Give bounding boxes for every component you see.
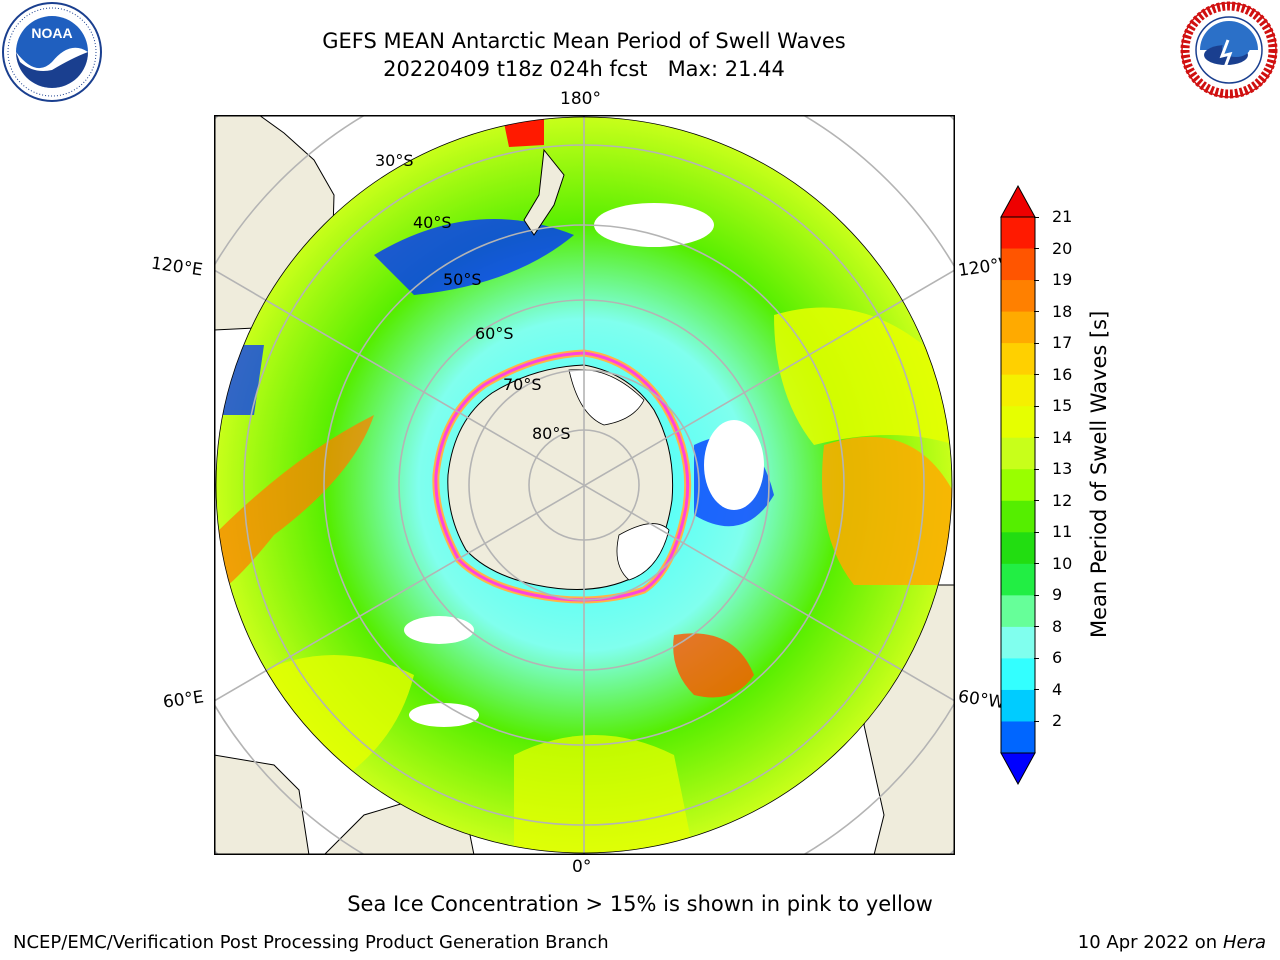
colorbar-tick-mark [1034, 563, 1039, 565]
colorbar-segment [1001, 374, 1035, 407]
swell-region-pacific-yellow [774, 307, 952, 445]
national-weather-service-logo-icon [1178, 0, 1280, 100]
swell-region-atlantic-yellow [514, 735, 694, 853]
machine-name: Hera [1222, 932, 1266, 953]
colorbar-tick-label: 14 [1052, 427, 1073, 447]
colorbar-segment [1001, 689, 1035, 722]
colorbar-label: Mean Period of Swell Waves [s] [1087, 310, 1111, 638]
chart-subtitle: 20220409 t18z 024h fcst Max: 21.44 [383, 57, 785, 81]
colorbar-frame [1000, 216, 1036, 754]
colorbar-segment [1001, 469, 1035, 502]
colorbar-tick-label: 16 [1052, 364, 1073, 384]
colorbar-tick-mark [1034, 311, 1039, 313]
colorbar-tick-label: 6 [1052, 648, 1063, 668]
lat-label-30s: 30°S [375, 151, 414, 170]
colorbar-segment [1001, 658, 1035, 691]
colorbar-over-triangle [1000, 184, 1036, 218]
colorbar-ticks: 21 20 19 18 17 16 15 14 13 12 11 10 9 8 6 4 2 [1034, 0, 1080, 960]
colorbar-tick-mark [1034, 720, 1039, 722]
colorbar-tick-mark [1034, 689, 1039, 691]
swell-region-short-period-blue [374, 219, 574, 295]
colorbar-tick-mark [1034, 594, 1039, 596]
colorbar-tick-label: 9 [1052, 585, 1063, 605]
missing-data-patch [409, 703, 479, 727]
run-date-text: 10 Apr 2022 on [1077, 932, 1218, 953]
colorbar-tick-mark [1034, 342, 1039, 344]
colorbar-tick-label: 18 [1052, 301, 1073, 321]
run-date: 10 Apr 2022 on Hera [1078, 932, 1266, 953]
colorbar-tick-mark [1034, 248, 1039, 250]
missing-data-patch [594, 203, 714, 247]
sea-ice-note: Sea Ice Concentration > 15% is shown in … [347, 892, 933, 916]
land-new-zealand [523, 148, 565, 236]
ice-shelf-ross [568, 369, 645, 426]
missing-data-patch [704, 420, 764, 510]
colorbar-tick-mark [1034, 279, 1039, 281]
colorbar-segment [1001, 217, 1035, 250]
lat-label-80s: 80°S [532, 424, 571, 443]
swell-region-tasman-red [504, 119, 544, 147]
lat-label-40s: 40°S [413, 213, 452, 232]
swell-region-pacific-orange [822, 436, 952, 585]
colorbar-tick-mark [1034, 405, 1039, 407]
colorbar-segment [1001, 563, 1035, 596]
colorbar-tick-mark [1034, 374, 1039, 376]
colorbar-tick-mark [1034, 500, 1039, 502]
colorbar-tick-label: 12 [1052, 490, 1073, 510]
lat-label-50s: 50°S [443, 270, 482, 289]
colorbar-tick-label: 8 [1052, 616, 1063, 636]
colorbar-tick-mark [1034, 531, 1039, 533]
colorbar-segment [1001, 437, 1035, 470]
colorbar-segment [1001, 343, 1035, 376]
credit-text: NCEP/EMC/Verification Post Processing Pr… [13, 932, 609, 953]
colorbar-tick-label: 4 [1052, 679, 1063, 699]
colorbar-segment [1001, 500, 1035, 533]
colorbar-under-triangle [1000, 752, 1036, 786]
lon-label-120e: 120°E [149, 253, 204, 281]
colorbar-segment [1001, 311, 1035, 344]
colorbar-tick-mark [1034, 626, 1039, 628]
polar-map [63, 0, 1105, 960]
colorbar-tick-mark [1034, 216, 1039, 218]
colorbar-tick-label: 21 [1052, 207, 1073, 226]
lon-label-60w: 60°W [956, 686, 1007, 714]
colorbar-segment [1001, 595, 1035, 628]
colorbar-tick-label: 19 [1052, 270, 1073, 290]
colorbar-tick-mark [1034, 657, 1039, 659]
colorbar-tick-label: 17 [1052, 333, 1073, 353]
polar-map-svg [63, 0, 1105, 960]
lon-label-180: 180° [560, 89, 601, 109]
colorbar-tick-label: 15 [1052, 396, 1073, 416]
colorbar-tick-label: 10 [1052, 553, 1073, 573]
colorbar-tick-label: 13 [1052, 459, 1073, 479]
colorbar-segment [1001, 248, 1035, 281]
colorbar-segment [1001, 280, 1035, 313]
noaa-logo-icon: NOAA [0, 0, 104, 104]
colorbar-segment [1001, 406, 1035, 439]
colorbar [1000, 184, 1036, 786]
noaa-logo-text: NOAA [31, 25, 72, 41]
lat-label-70s: 70°S [503, 375, 542, 394]
colorbar-segment [1001, 626, 1035, 659]
lat-label-60s: 60°S [475, 324, 514, 343]
lon-label-0: 0° [572, 857, 592, 877]
chart-title: GEFS MEAN Antarctic Mean Period of Swell… [322, 29, 846, 53]
colorbar-tick-label: 11 [1052, 522, 1073, 542]
swell-region-indian-orange [216, 415, 374, 595]
colorbar-svg [1000, 184, 1036, 786]
lon-label-60e: 60°E [161, 687, 206, 713]
missing-data-patch [404, 616, 474, 644]
colorbar-tick-label: 2 [1052, 711, 1063, 731]
colorbar-tick-label: 20 [1052, 238, 1073, 258]
colorbar-segment [1001, 532, 1035, 565]
colorbar-segment [1001, 721, 1035, 754]
colorbar-tick-mark [1034, 437, 1039, 439]
swell-region-south-atlantic-red [673, 633, 754, 698]
colorbar-tick-mark [1034, 468, 1039, 470]
